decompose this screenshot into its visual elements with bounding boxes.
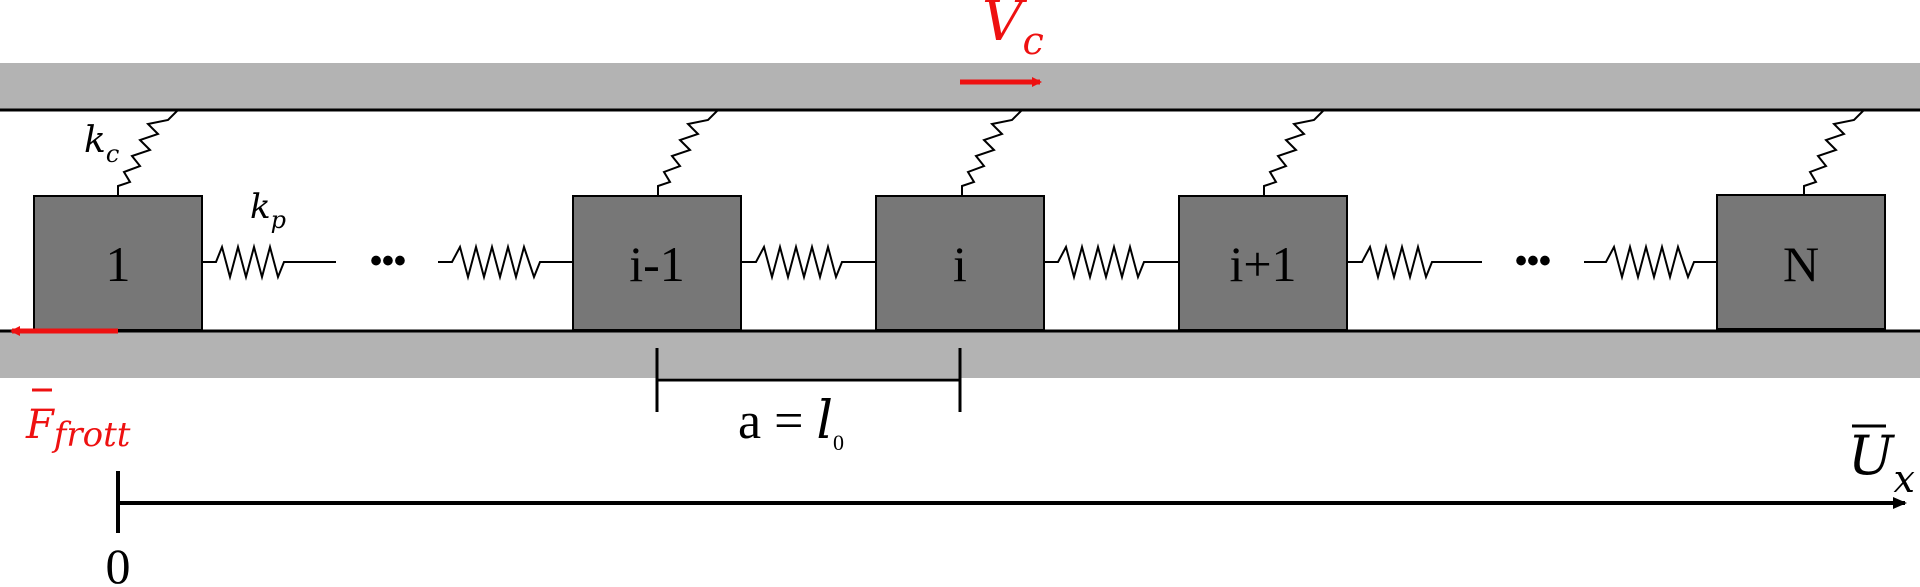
block-i+1-label: i+1 bbox=[1229, 236, 1296, 292]
chain-spring-pre-i-1 bbox=[438, 243, 572, 281]
ellipsis-left: ••• bbox=[370, 242, 406, 280]
chain-spring-i-to-i+1 bbox=[1044, 243, 1178, 281]
vc-label: Vc bbox=[982, 0, 1044, 63]
block-N-label: N bbox=[1783, 236, 1819, 292]
axis-label: Ux bbox=[1848, 424, 1915, 501]
chain-spring-pre-N bbox=[1584, 243, 1716, 281]
block-N bbox=[1716, 194, 1886, 330]
block-i-label: i bbox=[953, 236, 967, 292]
chain-spring-i+1 bbox=[1347, 243, 1482, 281]
ellipsis-right: ••• bbox=[1515, 242, 1551, 280]
block-1 bbox=[33, 195, 203, 331]
coupling-spring-N bbox=[1803, 109, 1865, 195]
coupling-spring-i-1 bbox=[657, 109, 719, 195]
chain-spring-1 bbox=[202, 243, 336, 281]
coupling-spring-i+1 bbox=[1263, 109, 1325, 195]
block-1-label: 1 bbox=[106, 236, 131, 292]
chain-spring-i-1-to-i bbox=[741, 243, 875, 281]
friction-label: Ffrott bbox=[25, 402, 131, 455]
block-i-1 bbox=[572, 195, 742, 331]
top-plate bbox=[0, 63, 1920, 109]
block-i+1 bbox=[1178, 195, 1348, 331]
coupling-spring-1 bbox=[117, 109, 179, 195]
kc-label: kc bbox=[84, 120, 119, 168]
coupling-spring-i bbox=[961, 109, 1023, 195]
kp-label: kp bbox=[250, 187, 286, 234]
block-i-1-label: i-1 bbox=[629, 236, 685, 292]
block-i bbox=[875, 195, 1045, 331]
origin-label: 0 bbox=[106, 538, 131, 587]
spacing-label: a = l0 bbox=[738, 391, 844, 455]
